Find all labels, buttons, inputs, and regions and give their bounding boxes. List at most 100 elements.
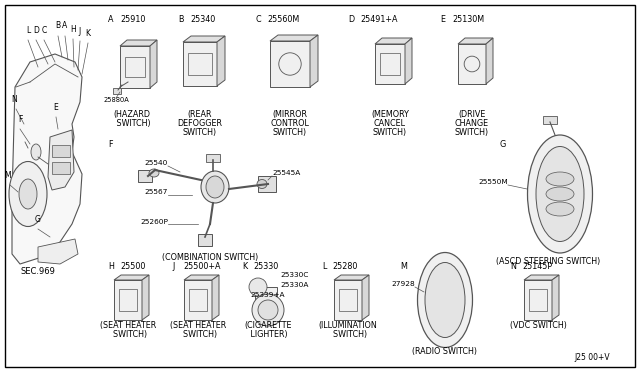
Polygon shape	[150, 40, 157, 88]
Polygon shape	[12, 54, 82, 264]
Circle shape	[252, 294, 284, 326]
Text: SWITCH): SWITCH)	[273, 128, 307, 137]
Text: J: J	[79, 27, 81, 36]
Polygon shape	[375, 38, 412, 44]
Ellipse shape	[31, 144, 41, 160]
Ellipse shape	[19, 179, 37, 209]
Text: (CIGARETTE: (CIGARETTE	[244, 321, 292, 330]
Text: (SEAT HEATER: (SEAT HEATER	[100, 321, 156, 330]
Text: (MIRROR: (MIRROR	[273, 110, 307, 119]
Text: CHANGE: CHANGE	[455, 119, 489, 128]
Text: 25880A: 25880A	[103, 97, 129, 103]
Text: N: N	[11, 95, 17, 104]
Text: D: D	[348, 15, 354, 24]
Ellipse shape	[536, 147, 584, 241]
Text: G: G	[35, 215, 41, 224]
Polygon shape	[334, 275, 369, 280]
Bar	[339, 289, 357, 311]
Text: 25560M: 25560M	[267, 15, 300, 24]
Bar	[52, 145, 70, 157]
Text: 25550M: 25550M	[478, 179, 508, 185]
Polygon shape	[120, 40, 157, 46]
Bar	[113, 88, 121, 94]
Bar	[183, 42, 217, 86]
Bar	[138, 170, 152, 182]
Ellipse shape	[9, 161, 47, 227]
Text: (REAR: (REAR	[188, 110, 212, 119]
Text: C: C	[42, 26, 47, 35]
Text: 25540: 25540	[145, 160, 168, 166]
Polygon shape	[362, 275, 369, 320]
Bar	[206, 154, 220, 162]
Text: F: F	[18, 115, 22, 124]
Text: DEFOGGER: DEFOGGER	[177, 119, 223, 128]
Bar	[334, 280, 362, 320]
Text: M: M	[4, 171, 12, 180]
Text: 25340: 25340	[190, 15, 215, 24]
Text: 25330A: 25330A	[280, 282, 308, 288]
Text: K: K	[86, 29, 90, 38]
Text: SWITCH): SWITCH)	[328, 330, 367, 339]
Text: H: H	[108, 262, 114, 271]
Text: (RADIO SWITCH): (RADIO SWITCH)	[413, 347, 477, 356]
Text: (VDC SWITCH): (VDC SWITCH)	[509, 321, 566, 330]
Ellipse shape	[425, 263, 465, 337]
Polygon shape	[458, 38, 493, 44]
Polygon shape	[270, 35, 318, 41]
Text: 27928: 27928	[391, 281, 415, 287]
Bar	[114, 280, 142, 320]
Ellipse shape	[206, 176, 224, 198]
Bar	[543, 116, 557, 124]
Text: SWITCH): SWITCH)	[108, 330, 148, 339]
Text: (MEMORY: (MEMORY	[371, 110, 409, 119]
Ellipse shape	[546, 202, 574, 216]
Bar	[458, 44, 486, 84]
Bar	[188, 53, 212, 75]
Polygon shape	[552, 275, 559, 320]
Bar	[270, 41, 310, 87]
Bar	[255, 287, 277, 319]
Bar	[258, 176, 276, 192]
Bar	[184, 280, 212, 320]
Text: K: K	[242, 262, 247, 271]
Text: L: L	[322, 262, 326, 271]
Bar	[52, 162, 70, 174]
Text: SWITCH): SWITCH)	[183, 128, 217, 137]
Text: 25491+A: 25491+A	[360, 15, 397, 24]
Text: (ILLUMINATION: (ILLUMINATION	[319, 321, 378, 330]
Text: J25 00+V: J25 00+V	[574, 353, 610, 362]
Polygon shape	[310, 35, 318, 87]
Text: SWITCH): SWITCH)	[373, 128, 407, 137]
Bar	[119, 289, 137, 311]
Text: (DRIVE: (DRIVE	[458, 110, 486, 119]
Text: SWITCH): SWITCH)	[179, 330, 218, 339]
Text: D: D	[33, 26, 39, 35]
Text: 25500+A: 25500+A	[183, 262, 221, 271]
Circle shape	[258, 300, 278, 320]
Bar	[375, 44, 405, 84]
Bar	[120, 46, 150, 88]
Polygon shape	[212, 275, 219, 320]
Text: 25339+A: 25339+A	[250, 292, 285, 298]
Text: F: F	[108, 140, 113, 149]
Text: LIGHTER): LIGHTER)	[248, 330, 288, 339]
Circle shape	[249, 278, 267, 296]
Ellipse shape	[201, 171, 229, 203]
Bar	[125, 57, 145, 77]
Text: N: N	[510, 262, 516, 271]
Text: B: B	[178, 15, 184, 24]
Text: (ASCD STEERING SWITCH): (ASCD STEERING SWITCH)	[496, 257, 600, 266]
Polygon shape	[405, 38, 412, 84]
Ellipse shape	[527, 135, 593, 253]
Text: 25260P: 25260P	[140, 219, 168, 225]
Ellipse shape	[149, 169, 159, 177]
Text: M: M	[400, 262, 407, 271]
Text: SEC.969: SEC.969	[20, 267, 56, 276]
Text: C: C	[255, 15, 260, 24]
Bar	[380, 53, 400, 75]
Text: B: B	[56, 21, 61, 30]
Polygon shape	[184, 275, 219, 280]
Polygon shape	[48, 130, 74, 190]
Text: 25330C: 25330C	[280, 272, 308, 278]
Text: E: E	[54, 103, 58, 112]
